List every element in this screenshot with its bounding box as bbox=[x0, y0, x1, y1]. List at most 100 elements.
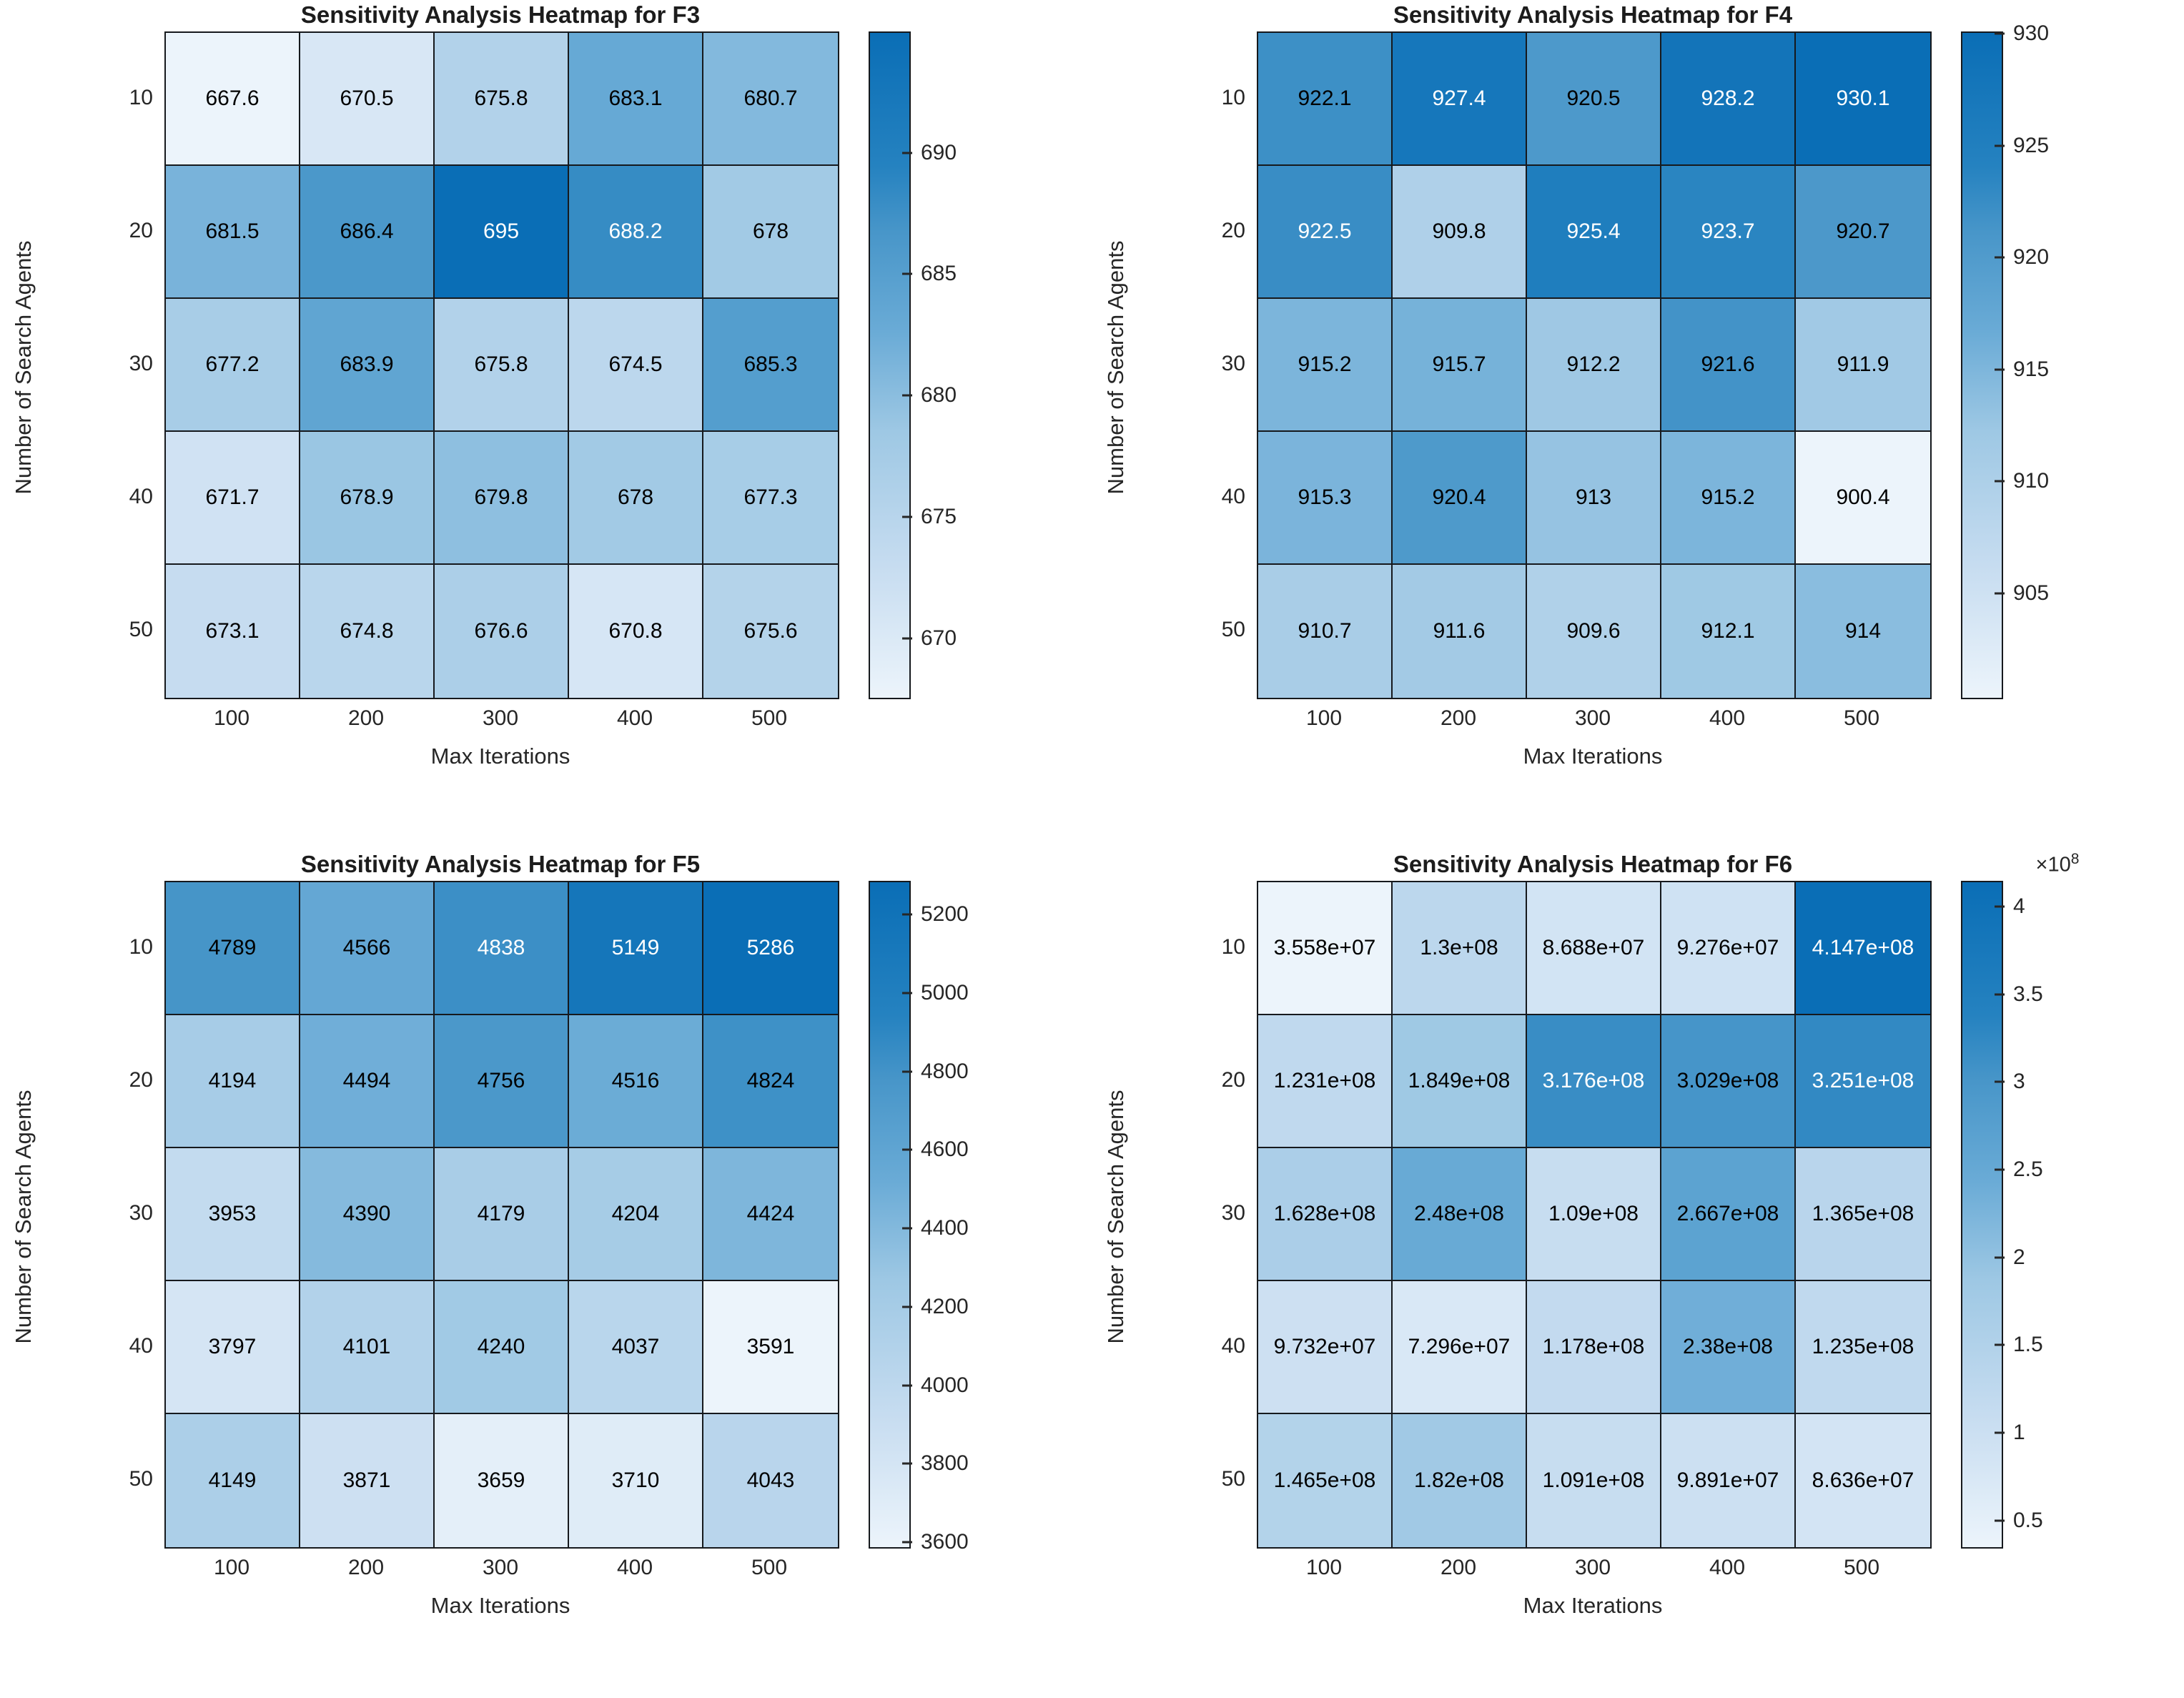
heatmap-cell: 911.6 bbox=[1393, 565, 1527, 698]
heatmap-cell: 680.7 bbox=[703, 33, 838, 166]
heatmap-cell: 3797 bbox=[166, 1281, 300, 1414]
colorbar-tick-label: 915 bbox=[2013, 357, 2050, 381]
y-tick-label: 50 bbox=[129, 1467, 153, 1491]
heatmap-cell: 915.2 bbox=[1258, 299, 1393, 432]
colorbar bbox=[869, 31, 911, 699]
heatmap-cell: 1.365e+08 bbox=[1796, 1148, 1930, 1281]
colorbar-tick bbox=[1995, 1256, 2005, 1259]
heatmap-cell: 930.1 bbox=[1796, 33, 1930, 166]
heatmap-cell: 683.9 bbox=[300, 299, 435, 432]
x-tick-label: 400 bbox=[616, 1556, 653, 1579]
heatmap-cell: 1.09e+08 bbox=[1527, 1148, 1661, 1281]
y-axis-label: Number of Search Agents bbox=[11, 1090, 36, 1344]
heatmap-cell: 3953 bbox=[166, 1148, 300, 1281]
heatmap-cell: 911.9 bbox=[1796, 299, 1930, 432]
colorbar-tick-label: 1 bbox=[2013, 1420, 2025, 1444]
heatmap-cell: 9.732e+07 bbox=[1258, 1281, 1393, 1414]
heatmap-grid: 4789 4566 4838 5149 5286 4194 4494 4756 4516 4824… bbox=[164, 881, 839, 1549]
heatmap-cell: 677.3 bbox=[703, 432, 838, 565]
colorbar-tick bbox=[1995, 368, 2005, 371]
y-tick-label: 40 bbox=[129, 485, 153, 508]
heatmap-cell: 8.636e+07 bbox=[1796, 1414, 1930, 1547]
colorbar-tick-label: 4200 bbox=[921, 1294, 969, 1318]
y-tick-label: 20 bbox=[1221, 219, 1245, 242]
heatmap-cell: 3.558e+07 bbox=[1258, 882, 1393, 1015]
x-tick-label: 500 bbox=[751, 1556, 788, 1579]
colorbar-tick-label: 2 bbox=[2013, 1245, 2025, 1269]
heatmap-cell: 921.6 bbox=[1661, 299, 1796, 432]
heatmap-cell: 695 bbox=[435, 166, 569, 299]
colorbar-tick bbox=[1995, 480, 2005, 483]
x-axis-label: Max Iterations bbox=[1523, 1593, 1663, 1618]
heatmap-cell: 4494 bbox=[300, 1015, 435, 1148]
x-axis-label: Max Iterations bbox=[430, 744, 570, 769]
colorbar-tick-label: 4800 bbox=[921, 1059, 969, 1083]
y-tick-label: 50 bbox=[1221, 618, 1245, 641]
heatmap-cell: 2.48e+08 bbox=[1393, 1148, 1527, 1281]
colorbar-tick bbox=[1995, 144, 2005, 147]
x-tick-label: 200 bbox=[347, 1556, 385, 1579]
x-tick-label: 100 bbox=[1305, 1556, 1343, 1579]
heatmap-cell: 4101 bbox=[300, 1281, 435, 1414]
colorbar-tick bbox=[902, 1227, 912, 1230]
heatmap-cell: 920.5 bbox=[1527, 33, 1661, 166]
y-tick-label: 10 bbox=[129, 935, 153, 959]
heatmap-cell: 1.3e+08 bbox=[1393, 882, 1527, 1015]
panel-title: Sensitivity Analysis Heatmap for F5 bbox=[300, 851, 701, 877]
colorbar-tick-label: 685 bbox=[921, 262, 957, 286]
colorbar-tick-label: 905 bbox=[2013, 581, 2050, 605]
colorbar-tick bbox=[902, 637, 912, 640]
heatmap-cell: 7.296e+07 bbox=[1393, 1281, 1527, 1414]
heatmap-cell: 4037 bbox=[569, 1281, 703, 1414]
panel-title: Sensitivity Analysis Heatmap for F6 bbox=[1393, 851, 1793, 877]
heatmap-cell: 909.8 bbox=[1393, 166, 1527, 299]
heatmap-cell: 674.5 bbox=[569, 299, 703, 432]
heatmap-cell: 5286 bbox=[703, 882, 838, 1015]
heatmap-cell: 675.8 bbox=[435, 33, 569, 166]
heatmap-cell: 3871 bbox=[300, 1414, 435, 1547]
heatmap-cell: 915.2 bbox=[1661, 432, 1796, 565]
heatmap-cell: 1.091e+08 bbox=[1527, 1414, 1661, 1547]
colorbar-tick bbox=[902, 913, 912, 916]
colorbar-tick bbox=[902, 1541, 912, 1544]
heatmap-cell: 4516 bbox=[569, 1015, 703, 1148]
heatmap-cell: 1.178e+08 bbox=[1527, 1281, 1661, 1414]
y-tick-label: 40 bbox=[129, 1334, 153, 1358]
x-tick-label: 100 bbox=[213, 1556, 250, 1579]
colorbar bbox=[869, 881, 911, 1549]
heatmap-cell: 910.7 bbox=[1258, 565, 1393, 698]
colorbar-tick-label: 930 bbox=[2013, 21, 2050, 46]
heatmap-cell: 688.2 bbox=[569, 166, 703, 299]
y-tick-label: 10 bbox=[129, 86, 153, 109]
colorbar-tick-label: 690 bbox=[921, 140, 957, 164]
heatmap-cell: 1.849e+08 bbox=[1393, 1015, 1527, 1148]
heatmap-cell: 4789 bbox=[166, 882, 300, 1015]
colorbar-tick-label: 925 bbox=[2013, 133, 2050, 157]
heatmap-cell: 915.3 bbox=[1258, 432, 1393, 565]
x-tick-label: 300 bbox=[1574, 1556, 1611, 1579]
heatmap-cell: 673.1 bbox=[166, 565, 300, 698]
x-tick-label: 200 bbox=[1440, 1556, 1477, 1579]
heatmap-cell: 927.4 bbox=[1393, 33, 1527, 166]
colorbar-tick bbox=[1995, 1343, 2005, 1346]
panel-title: Sensitivity Analysis Heatmap for F3 bbox=[300, 1, 701, 28]
heatmap-cell: 3710 bbox=[569, 1414, 703, 1547]
heatmap-cell: 912.1 bbox=[1661, 565, 1796, 698]
heatmap-cell: 913 bbox=[1527, 432, 1661, 565]
y-tick-label: 30 bbox=[1221, 352, 1245, 375]
heatmap-cell: 4179 bbox=[435, 1148, 569, 1281]
heatmap-cell: 674.8 bbox=[300, 565, 435, 698]
colorbar bbox=[1961, 31, 2003, 699]
heatmap-cell: 920.7 bbox=[1796, 166, 1930, 299]
colorbar-exponent-label: ×108 bbox=[2035, 851, 2080, 877]
colorbar-tick-label: 4000 bbox=[921, 1373, 969, 1397]
x-axis-label: Max Iterations bbox=[430, 1593, 570, 1618]
x-tick-label: 300 bbox=[482, 706, 519, 730]
heatmap-cell: 4.147e+08 bbox=[1796, 882, 1930, 1015]
heatmap-cell: 667.6 bbox=[166, 33, 300, 166]
colorbar-tick-label: 680 bbox=[921, 383, 957, 408]
heatmap-cell: 686.4 bbox=[300, 166, 435, 299]
colorbar-tick bbox=[902, 394, 912, 397]
heatmap-cell: 2.667e+08 bbox=[1661, 1148, 1796, 1281]
